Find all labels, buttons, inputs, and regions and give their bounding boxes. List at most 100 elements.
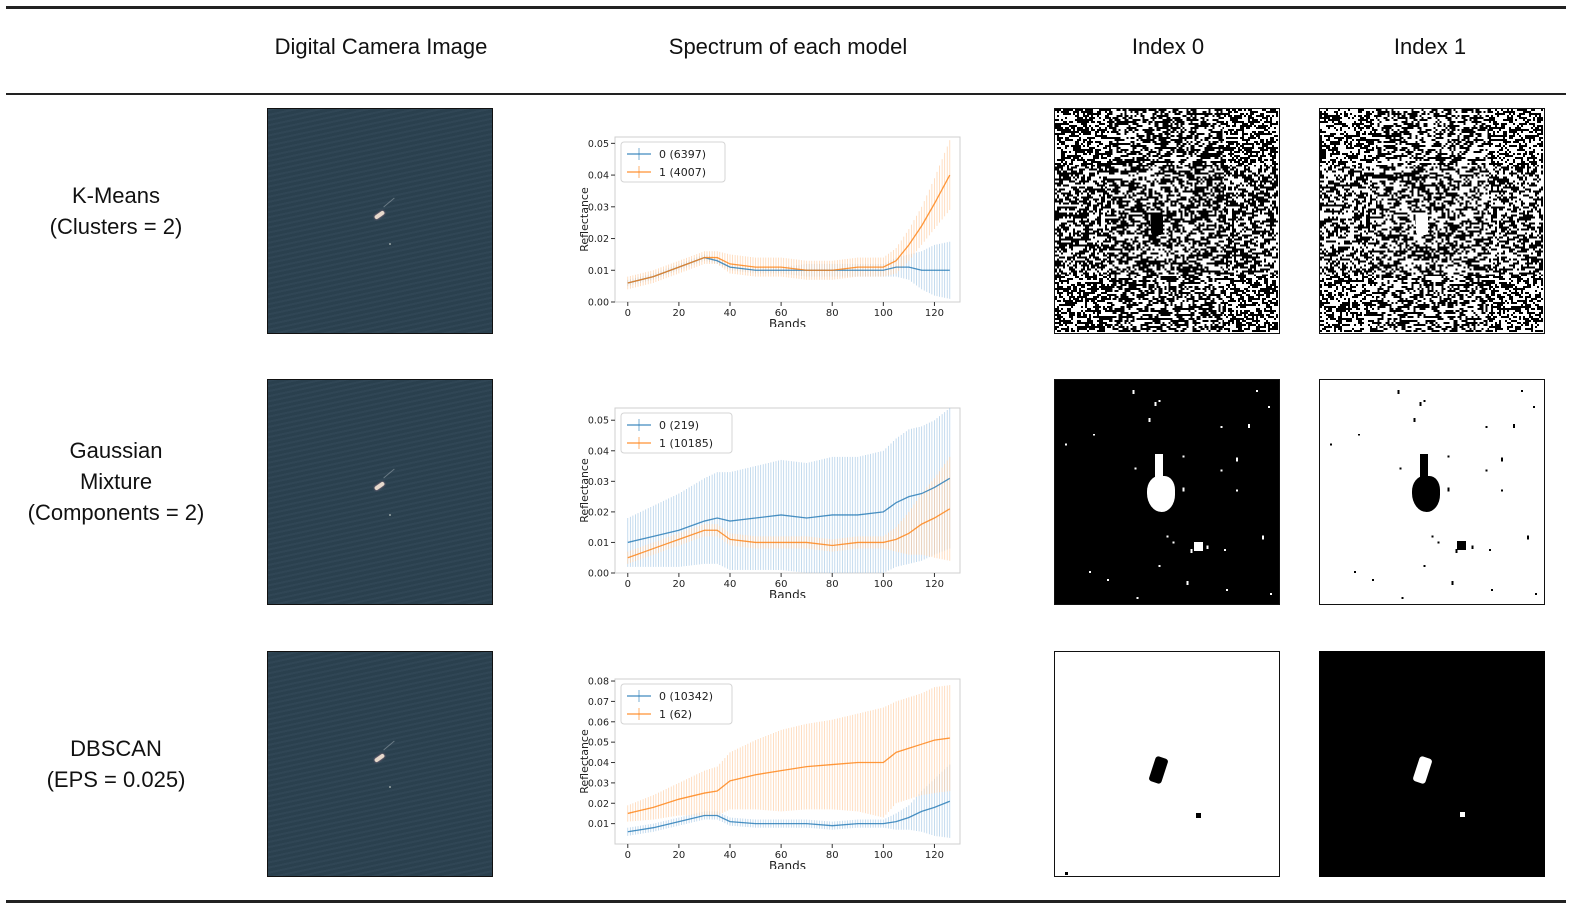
y-tick-label: 0.05	[588, 416, 609, 427]
y-tick-label: 0.02	[588, 799, 609, 810]
x-tick-label: 20	[673, 308, 686, 319]
series-line-0	[627, 800, 951, 833]
x-tick-label: 0	[625, 308, 631, 319]
x-axis-label: Bands	[769, 859, 806, 869]
mask-gaussian-index-0	[1054, 379, 1280, 605]
y-axis-label: Reflectance	[578, 187, 591, 252]
model-param: (EPS = 0.025)	[46, 767, 186, 792]
x-tick-label: 100	[874, 308, 893, 319]
target-blob	[1148, 755, 1169, 785]
model-param: (Clusters = 2)	[49, 214, 183, 239]
spectrum-chart-kmeans: 0 20 40 60 80 100 120 0.00 0.01 0.02 0.03 0.04 0.05 B…	[578, 136, 961, 327]
y-tick-label: 0.03	[588, 202, 609, 213]
secondary-blob	[1196, 813, 1201, 818]
y-tick-label: 0.03	[588, 477, 609, 488]
noise-pattern	[1055, 109, 1278, 332]
legend-label-0: 0 (6397)	[659, 148, 706, 161]
mask-kmeans-index-1	[1319, 108, 1545, 334]
camera-image-dbscan	[267, 651, 493, 877]
y-tick-label: 0.06	[588, 717, 609, 728]
x-tick-label: 100	[874, 850, 893, 861]
target-blob	[1151, 213, 1163, 235]
x-tick-label: 80	[826, 579, 839, 590]
y-tick-label: 0.00	[588, 298, 609, 309]
y-axis-label: Reflectance	[578, 729, 591, 794]
y-tick-label: 0.05	[588, 139, 609, 150]
y-tick-label: 0.04	[588, 758, 609, 769]
secondary-blob	[1194, 542, 1203, 551]
x-tick-label: 100	[874, 579, 893, 590]
x-tick-label: 40	[724, 308, 737, 319]
spectrum-chart-dbscan: 0 20 40 60 80 100 120 0.01 0.02 0.03 0.04 0.05 0.06 0…	[578, 677, 961, 869]
mask-kmeans-index-0	[1054, 108, 1280, 334]
y-tick-label: 0.01	[588, 538, 609, 549]
header-spectrum: Spectrum of each model	[668, 34, 908, 59]
model-name: K-Means	[71, 183, 161, 208]
header-camera-image: Digital Camera Image	[274, 34, 488, 59]
model-name-cont: Mixture	[79, 469, 153, 494]
y-tick-label: 0.02	[588, 234, 609, 245]
error-bars-series-1	[627, 456, 951, 564]
table-top-rule	[6, 6, 1566, 9]
row-label-gaussian-mixture: Gaussian Mixture (Components = 2)	[0, 435, 232, 528]
x-tick-label: 20	[673, 850, 686, 861]
legend-label-1: 1 (62)	[659, 708, 692, 721]
legend-label-1: 1 (4007)	[659, 166, 706, 179]
secondary-blob	[1457, 541, 1466, 550]
x-tick-label: 0	[625, 579, 631, 590]
y-tick-label: 0.04	[588, 171, 609, 182]
y-tick-label: 0.03	[588, 778, 609, 789]
target-blob	[1416, 213, 1428, 235]
model-name: DBSCAN	[70, 736, 162, 761]
x-tick-label: 120	[925, 308, 944, 319]
model-param: (Components = 2)	[27, 500, 205, 525]
target-blob	[1147, 476, 1175, 512]
x-tick-label: 60	[775, 579, 788, 590]
x-tick-label: 120	[925, 579, 944, 590]
table-bottom-rule	[6, 900, 1566, 903]
target-blob	[1412, 476, 1440, 512]
y-tick-label: 0.07	[588, 697, 609, 708]
header-index-1: Index 1	[1393, 34, 1467, 59]
legend-label-0: 0 (219)	[659, 419, 699, 432]
mask-gaussian-index-1	[1319, 379, 1545, 605]
corner-speck	[1065, 872, 1068, 875]
x-tick-label: 60	[775, 308, 788, 319]
y-tick-label: 0.08	[588, 677, 609, 688]
x-tick-label: 20	[673, 579, 686, 590]
x-axis-label: Bands	[769, 588, 806, 598]
series-line-1	[627, 508, 951, 559]
x-tick-label: 40	[724, 850, 737, 861]
y-tick-label: 0.04	[588, 446, 609, 457]
x-axis-label: Bands	[769, 317, 806, 327]
series-line-1	[627, 737, 950, 815]
camera-image-gaussian	[267, 379, 493, 605]
header-index-0: Index 0	[1131, 34, 1205, 59]
noise-pattern	[1320, 109, 1543, 332]
series-line-1	[627, 174, 951, 284]
x-tick-label: 80	[826, 308, 839, 319]
x-tick-label: 0	[625, 850, 631, 861]
camera-image-kmeans	[267, 108, 493, 334]
model-name: Gaussian	[69, 438, 163, 463]
legend-label-0: 0 (10342)	[659, 690, 713, 703]
y-tick-label: 0.02	[588, 507, 609, 518]
spectrum-chart-gaussian: 0 20 40 60 80 100 120 0.00 0.01 0.02 0.03 0.04 0.05 B…	[578, 407, 961, 598]
row-label-kmeans: K-Means (Clusters = 2)	[0, 180, 232, 242]
x-tick-label: 80	[826, 850, 839, 861]
y-tick-label: 0.05	[588, 738, 609, 749]
target-blob-mast	[1420, 454, 1428, 482]
x-tick-label: 60	[775, 850, 788, 861]
mask-dbscan-index-0	[1054, 651, 1280, 877]
y-tick-label: 0.00	[588, 569, 609, 580]
x-tick-label: 40	[724, 579, 737, 590]
y-tick-label: 0.01	[588, 266, 609, 277]
y-axis-label: Reflectance	[578, 458, 591, 523]
series-line-0	[627, 477, 951, 544]
target-blob	[1412, 755, 1433, 785]
target-blob-mast	[1155, 454, 1163, 482]
mask-dbscan-index-1	[1319, 651, 1545, 877]
row-label-dbscan: DBSCAN (EPS = 0.025)	[0, 733, 232, 795]
x-tick-label: 120	[925, 850, 944, 861]
table-header-rule	[6, 93, 1566, 95]
